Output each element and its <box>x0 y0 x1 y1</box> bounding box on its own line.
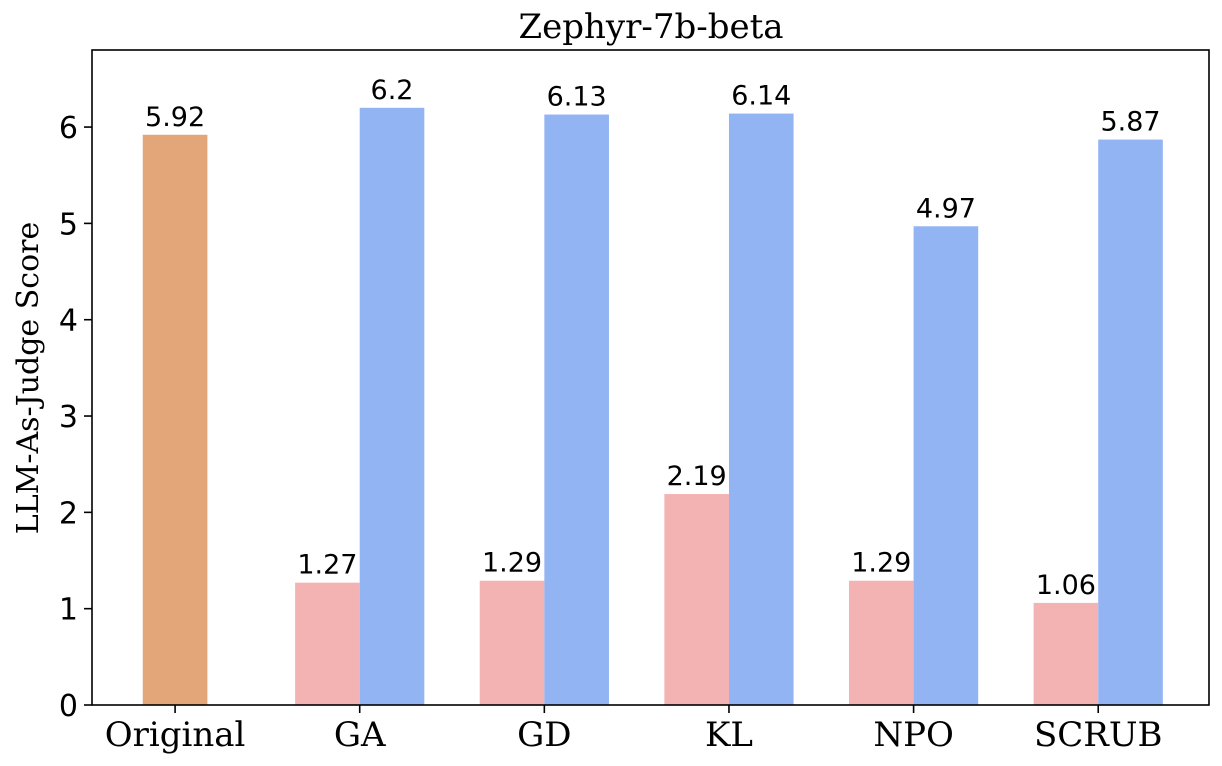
x-tick-label: GD <box>517 715 571 755</box>
series-1-npo-label: 1.29 <box>851 548 911 579</box>
chart-title: Zephyr-7b-beta <box>518 7 783 47</box>
x-tick-label: GA <box>334 715 386 755</box>
y-tick-label: 2 <box>59 496 78 531</box>
series-1-gd-bar <box>480 581 545 705</box>
series-1-ga-label: 1.27 <box>297 550 357 581</box>
x-tick-label: KL <box>705 715 753 755</box>
series-2-scrub-label: 5.87 <box>1100 107 1160 138</box>
series-2-npo-bar <box>914 226 979 705</box>
series-1-gd-label: 1.29 <box>482 548 542 579</box>
series-2-kl-bar <box>729 114 794 705</box>
series-1-scrub-bar <box>1034 603 1099 705</box>
series-2-gd-label: 6.13 <box>547 82 607 113</box>
series-2-gd-bar <box>544 115 609 705</box>
series-2-npo-label: 4.97 <box>916 193 976 224</box>
x-tick-label: NPO <box>873 715 954 755</box>
original-label: 5.92 <box>145 102 205 133</box>
chart-marks: 0 1 2 3 4 5 6 Original 5.92 GA 1.27 6.2 GD 1.29 6.13 KL… <box>59 75 1163 755</box>
x-tick-label: Original <box>105 715 246 755</box>
series-1-kl-bar <box>664 494 729 705</box>
y-tick-label: 0 <box>59 689 78 724</box>
series-1-npo-bar <box>849 581 914 705</box>
y-tick-label: 5 <box>59 207 78 242</box>
series-1-kl-label: 2.19 <box>667 461 727 492</box>
original-bar <box>143 135 208 705</box>
series-1-scrub-label: 1.06 <box>1036 570 1096 601</box>
series-2-ga-label: 6.2 <box>371 75 414 106</box>
y-tick-label: 1 <box>59 593 78 628</box>
series-2-scrub-bar <box>1098 140 1163 705</box>
series-2-kl-label: 6.14 <box>731 81 791 112</box>
x-tick-label: SCRUB <box>1034 715 1163 755</box>
series-1-ga-bar <box>295 583 360 705</box>
y-tick-label: 3 <box>59 400 78 435</box>
y-tick-label: 6 <box>59 111 78 146</box>
y-axis-label: LLM-As-Judge Score <box>11 222 46 534</box>
series-2-ga-bar <box>360 108 425 705</box>
y-tick-label: 4 <box>59 304 78 339</box>
